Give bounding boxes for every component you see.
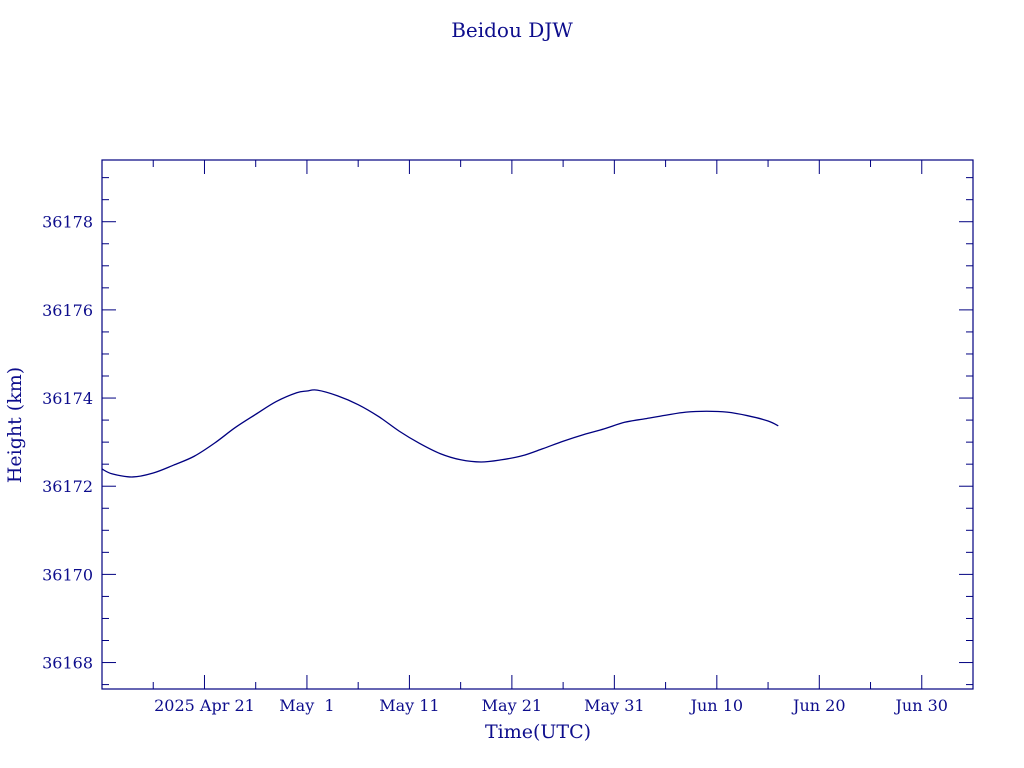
y-tick-label: 36170 <box>42 565 93 584</box>
x-tick-label: 2025 Apr 21 <box>154 696 255 715</box>
x-tick-label: May 31 <box>584 696 644 715</box>
x-tick-label: Jun 20 <box>791 696 845 715</box>
tick-marks <box>101 160 974 689</box>
x-tick-labels: 2025 Apr 21 May 1 May 11 May 21 May 31 Jun 10… <box>154 696 948 715</box>
y-axis-title: Height (km) <box>4 367 26 483</box>
x-tick-label: Jun 10 <box>689 696 743 715</box>
y-tick-labels: 36168 36170 36172 36174 36176 36178 <box>42 213 93 673</box>
y-tick-label: 36176 <box>42 301 93 320</box>
y-tick-label: 36174 <box>42 389 93 408</box>
chart-title: Beidou DJW <box>451 18 573 42</box>
plot-frame <box>101 159 974 690</box>
x-tick-label: May 1 <box>279 696 334 715</box>
y-tick-label: 36168 <box>42 654 93 673</box>
series-line <box>101 389 779 478</box>
y-tick-label: 36178 <box>42 213 93 232</box>
x-tick-label: May 21 <box>482 696 542 715</box>
y-tick-label: 36172 <box>42 477 93 496</box>
x-axis-title: Time(UTC) <box>485 721 591 743</box>
x-tick-label: Jun 30 <box>894 696 948 715</box>
x-tick-label: May 11 <box>379 696 439 715</box>
